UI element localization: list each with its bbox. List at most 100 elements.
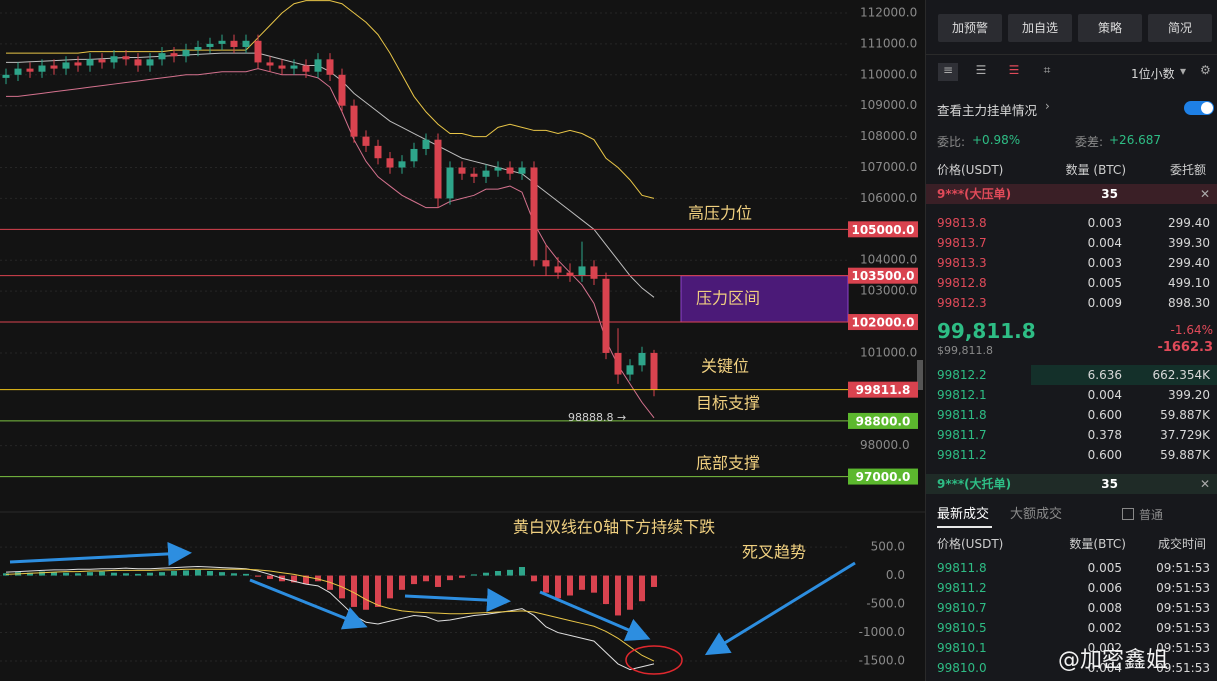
y-tick-label: 112000.0 [860, 5, 917, 19]
candle-body [374, 145, 382, 159]
view-icon[interactable]: ≡ [938, 63, 958, 81]
last-price-usd: $99,811.8 [937, 344, 993, 357]
candle-body [362, 136, 370, 146]
quantity: 0.008 [1087, 601, 1122, 615]
candle-body [50, 65, 58, 69]
candle-body [278, 65, 286, 69]
checkbox[interactable] [1122, 508, 1134, 520]
macd-bar [603, 575, 609, 605]
candle-body [170, 53, 178, 57]
y-tick-label: -500.0 [866, 597, 905, 611]
panel-separator [926, 54, 1217, 55]
change-percent: -1.64% [1170, 323, 1213, 337]
macd-bar [435, 575, 441, 587]
candle-body [542, 260, 550, 267]
column-header: 价格(USDT) [937, 537, 1004, 551]
y-tick-label: 103000.0 [860, 284, 917, 298]
candle-body [314, 59, 322, 72]
candle-body [518, 167, 526, 174]
panel-button[interactable]: 简况 [1148, 14, 1212, 42]
chevron: › [1045, 99, 1050, 113]
macd-line [5, 565, 655, 671]
ratio-value: +0.98% [972, 133, 1021, 147]
macd-bar [267, 575, 273, 579]
candle-body [206, 43, 214, 47]
level-label-box [848, 267, 918, 284]
price: 99810.5 [937, 621, 987, 635]
depth-toggle-label[interactable]: 查看主力挂单情况 [937, 103, 1038, 118]
trade-header: 价格(USDT) 数量(BTC) 成交时间 [926, 534, 1217, 554]
diff-value: +26.687 [1109, 133, 1162, 147]
macd-bar [363, 575, 369, 610]
candle-body [458, 167, 466, 174]
price: 99813.3 [937, 256, 987, 270]
amount: 299.40 [1168, 216, 1210, 230]
big-order-row: 9***(大托单) 35 ✕ [926, 474, 1217, 494]
macd-bar [291, 575, 297, 583]
candle-body [302, 65, 310, 72]
candle-body [98, 59, 106, 63]
macd-bar [135, 573, 141, 576]
close-icon: ✕ [1199, 187, 1210, 201]
quantity: 0.009 [1087, 296, 1122, 310]
y-tick-label: 104000.0 [860, 253, 917, 267]
amount: 09:51:53 [1156, 581, 1210, 595]
macd-bar [639, 575, 645, 602]
annotation: 底部支撑 [696, 454, 760, 473]
candle-body [470, 173, 478, 177]
panel-button[interactable]: 加自选 [1008, 14, 1072, 42]
candle-body [74, 62, 82, 66]
candle-body [566, 272, 574, 276]
price: 99811.7 [937, 428, 987, 442]
candle-body [398, 161, 406, 168]
macd-bar [531, 575, 537, 582]
price: 99812.2 [937, 368, 987, 382]
amount: 399.30 [1168, 236, 1210, 250]
y-tick-label: 107000.0 [860, 160, 917, 174]
ask-row: 99813.7 0.004 399.30 [926, 233, 1217, 253]
macd-bar [231, 573, 237, 576]
candle-body [422, 139, 430, 149]
candle-body [446, 167, 454, 199]
trade-row: 99811.8 0.005 09:51:53 [926, 558, 1217, 578]
view-icon[interactable]: ☰ [975, 63, 987, 77]
tab[interactable]: 大额成交 [1010, 507, 1063, 522]
decimals-select[interactable]: 1位小数 [1131, 67, 1175, 81]
price: 99810.1 [937, 641, 987, 655]
level-label-box [848, 314, 918, 331]
blue-arrows [9, 541, 856, 656]
tab-underline [937, 526, 992, 528]
y-tick-label: 111000.0 [860, 36, 917, 50]
quantity: 0.600 [1087, 448, 1122, 462]
panel-button[interactable]: 策略 [1078, 14, 1142, 42]
candle-body [626, 365, 634, 375]
toggle-switch[interactable] [1184, 101, 1214, 115]
depth-bar [1031, 365, 1217, 385]
quantity: 0.004 [1087, 388, 1122, 402]
macd-bar [543, 575, 549, 593]
candle-body [326, 59, 334, 75]
toggle-knob [1201, 102, 1213, 114]
candle-body [578, 266, 586, 276]
panel-button[interactable]: 加预警 [938, 14, 1002, 42]
annotation: 死叉趋势 [742, 543, 806, 562]
level-label: 103500.0 [851, 269, 914, 283]
view-icon[interactable]: ☰ [1008, 63, 1020, 77]
highlight-circle [625, 645, 683, 675]
macd-bar [255, 575, 261, 577]
tab-active[interactable]: 最新成交 [937, 507, 990, 522]
scroll-handle [917, 360, 923, 390]
candle-body [590, 266, 598, 279]
y-tick-label: 110000.0 [860, 67, 917, 81]
big-order-row: 9***(大压单) 35 ✕ [926, 184, 1217, 204]
macd-bar [459, 575, 465, 578]
view-icon[interactable]: ⌗ [1043, 63, 1051, 77]
candle-body [110, 56, 118, 63]
candle-body [182, 50, 190, 57]
column-header: 成交时间 [1157, 537, 1206, 551]
macd-bar [243, 573, 249, 576]
macd-bar [303, 575, 309, 585]
price: 99813.8 [937, 216, 987, 230]
candle-body [350, 105, 358, 137]
